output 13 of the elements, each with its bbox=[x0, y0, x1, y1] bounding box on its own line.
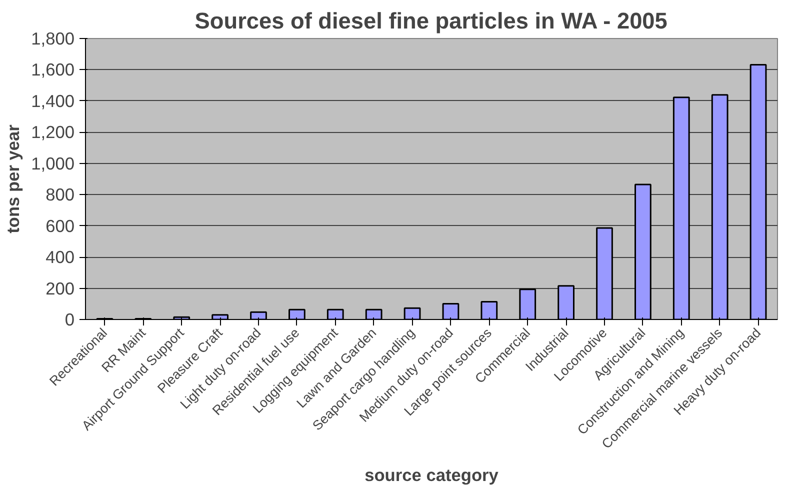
y-tick-label: 1,400 bbox=[31, 90, 75, 111]
y-tick-label: 800 bbox=[46, 184, 75, 205]
x-axis-title: source category bbox=[364, 464, 499, 485]
y-tick-label: 1,200 bbox=[31, 122, 75, 142]
chart-title: Sources of diesel fine particles in WA - 2005 bbox=[194, 8, 668, 34]
y-tick-label: 1,600 bbox=[31, 60, 75, 80]
y-tick-label: 1,800 bbox=[31, 28, 75, 48]
y-tick-label: 0 bbox=[64, 310, 75, 330]
y-axis-title: tons per year bbox=[3, 124, 24, 234]
y-tick-label: 600 bbox=[46, 216, 75, 236]
y-tick-label: 1,000 bbox=[31, 153, 75, 174]
y-tick-label: 200 bbox=[46, 278, 75, 298]
y-tick-label: 400 bbox=[46, 247, 75, 268]
